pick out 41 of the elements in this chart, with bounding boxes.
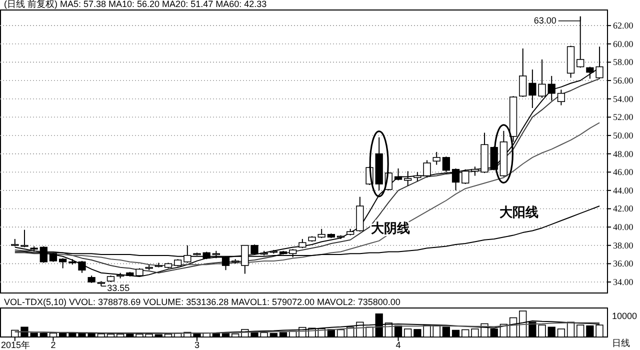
annotation: 大阴线 [371,220,410,236]
candlestick [318,228,326,239]
candlestick [78,260,86,274]
candlestick [298,238,306,249]
y-tick-label: 50.00 [613,130,634,140]
candlestick [20,229,28,248]
y-tick-label: 42.00 [613,204,634,214]
x-tick-label: 3 [194,340,200,350]
y-tick-label: 38.00 [613,240,634,250]
candlestick [519,48,527,98]
annotation: 大阳线 [500,204,539,220]
y-tick-label: 54.00 [613,94,634,104]
candlestick [462,168,470,185]
candlestick [404,170,412,186]
candlestick [557,89,566,106]
y-tick-label: 52.00 [613,112,634,122]
y-tick-label: 60.00 [613,38,634,49]
candlestick [442,156,450,173]
x-tick-label: 4 [396,340,401,350]
y-tick-label: 36.00 [613,258,634,269]
candlestick [59,258,67,269]
text: 日线 [612,338,630,348]
annotation: 63.00 [534,15,556,26]
candlestick [548,75,556,102]
candlestick [432,151,440,166]
y-tick-label: 34.00 [613,277,634,288]
y-tick-label: 46.00 [613,167,634,178]
x-tick-label: 2015年 [1,340,30,350]
x-tick-label: 2 [50,340,56,350]
y-tick-label: 48.00 [613,148,634,159]
y-tick-label: 56.00 [613,76,634,86]
y-tick-label: 58.00 [613,57,634,68]
annotation: 33.55 [107,283,130,294]
y-tick-label: 62.00 [613,20,634,31]
y-tick-label: 44.00 [613,185,634,196]
text: 10000 [612,311,638,321]
candlestick [394,168,402,181]
y-tick-label: 40.00 [613,222,634,232]
chart-title: VOL-TDX(5,10) VVOL: 378878.69 VOLUME: 353136.28 MAVOL1: 579072.00 MAVOL2: 735800.00 [4,297,400,307]
line-series [14,122,600,266]
candlestick [452,168,460,191]
